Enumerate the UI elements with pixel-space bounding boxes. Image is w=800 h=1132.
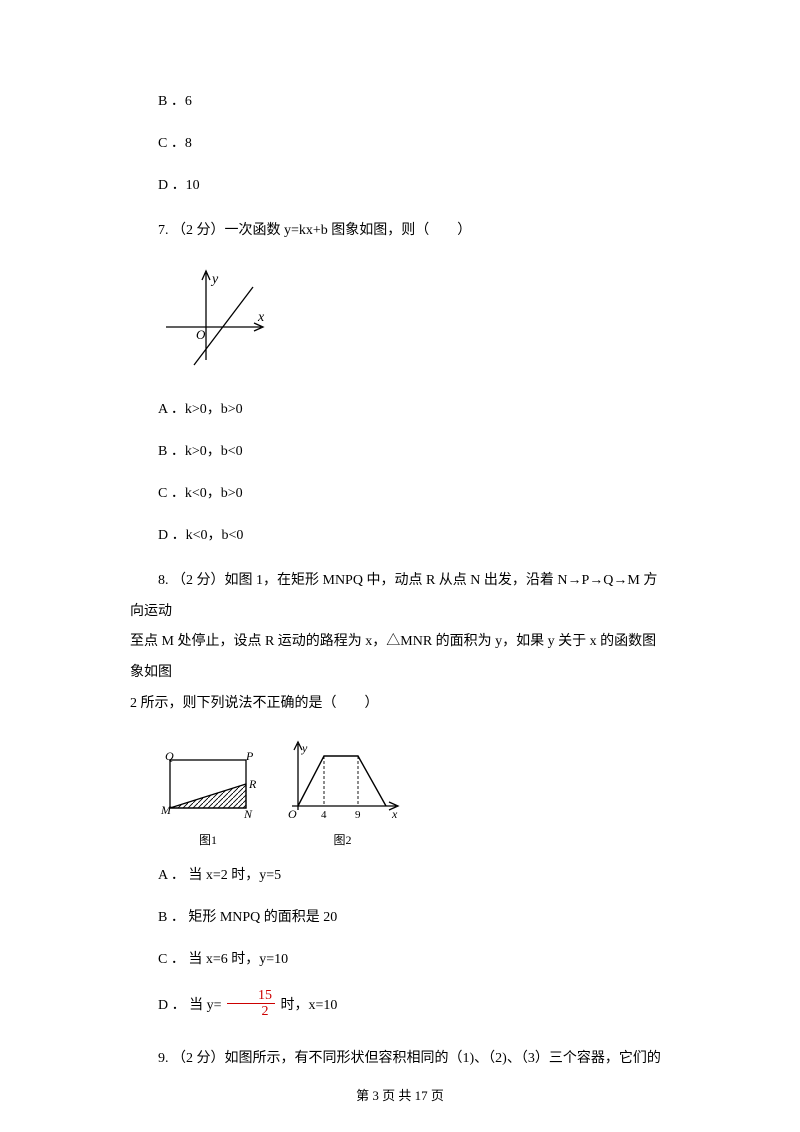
question-7-text: 7. （2 分）一次函数 y=kx+b 图象如图，则（ ） <box>130 216 670 247</box>
fraction-num: 15 <box>227 988 275 1004</box>
q8-fig2-caption: 图2 <box>280 831 405 848</box>
fig2-origin: O <box>288 807 297 821</box>
fig2-tick-4: 4 <box>321 809 327 821</box>
x-axis-label: x <box>257 310 265 325</box>
q8-option-a: A ． 当 x=2 时，y=5 <box>130 864 670 884</box>
label-N: N <box>243 807 253 821</box>
page-footer: 第 3 页 共 17 页 <box>0 1085 800 1104</box>
q8-line2: 至点 M 处停止，设点 R 运动的路程为 x，△MNR 的面积为 y，如果 y … <box>130 627 670 689</box>
label-R: R <box>248 777 257 791</box>
label-Q: Q <box>165 749 174 763</box>
q8-fig1: Q P M N R 图1 <box>158 748 258 848</box>
fig2-tick-9: 9 <box>355 809 361 821</box>
option-c-prev: C ．8 <box>130 132 670 152</box>
q7-option-b: B ．k>0，b<0 <box>130 440 670 460</box>
q8-option-d: D ． 当 y= 152 时，x=10 <box>130 990 670 1022</box>
label-M: M <box>160 803 172 817</box>
q7-option-c: C ．k<0，b>0 <box>130 482 670 502</box>
q8-line1: 8. （2 分）如图 1，在矩形 MNPQ 中，动点 R 从点 N 出发，沿着 … <box>130 566 670 628</box>
fig2-xlabel: x <box>391 807 398 821</box>
q8-option-c: C ． 当 x=6 时，y=10 <box>130 948 670 968</box>
q7-option-d: D ．k<0，b<0 <box>130 524 670 544</box>
option-d-prev: D ．10 <box>130 174 670 194</box>
q8-fig1-caption: 图1 <box>158 831 258 848</box>
option-b-prev: B ．6 <box>130 90 670 110</box>
question-8-text: 8. （2 分）如图 1，在矩形 MNPQ 中，动点 R 从点 N 出发，沿着 … <box>130 566 670 720</box>
q8-line3: 2 所示，则下列说法不正确的是（ ） <box>130 689 670 720</box>
origin-label: O <box>196 327 206 342</box>
q8-fig2: y x O 4 9 图2 <box>280 738 405 848</box>
q8-figures: Q P M N R 图1 y x O 4 9 图2 <box>158 738 670 848</box>
label-P: P <box>245 749 254 763</box>
q8-option-b: B ． 矩形 MNPQ 的面积是 20 <box>130 906 670 926</box>
q7-figure: y x O <box>158 265 670 378</box>
q8-d-after: 时，x=10 <box>277 998 337 1013</box>
question-9-text: 9. （2 分）如图所示，有不同形状但容积相同的（1)、（2)、（3）三个容器，… <box>130 1044 670 1075</box>
fraction-15-2: 152 <box>227 988 275 1020</box>
q7-option-a: A ．k>0，b>0 <box>130 398 670 418</box>
q8-d-before: D ． 当 y= <box>158 998 225 1013</box>
fig2-ylabel: y <box>301 741 308 755</box>
y-axis-label: y <box>210 272 219 287</box>
fraction-den: 2 <box>227 1004 275 1019</box>
